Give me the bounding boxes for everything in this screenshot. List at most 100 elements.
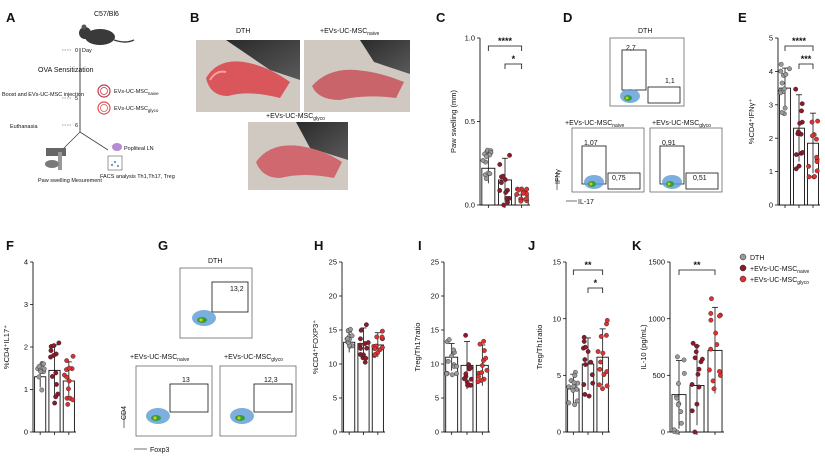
point-K-2 [708, 346, 714, 352]
point-F-2 [64, 358, 70, 363]
node-label: Popliteal LN [124, 146, 154, 152]
point-E-2 [814, 168, 820, 174]
point-K-2 [713, 330, 719, 336]
y-tick-label-F: 2 [24, 343, 28, 352]
point-K-1 [689, 408, 695, 414]
point-J-0 [571, 380, 577, 386]
point-E-0 [781, 86, 787, 92]
point-C-1 [497, 188, 503, 193]
point-J-0 [574, 398, 580, 404]
point-C-2 [524, 186, 530, 192]
y-tick-label-I: 10 [431, 360, 439, 369]
point-F-0 [36, 374, 42, 380]
point-I-2 [479, 370, 485, 375]
point-K-2 [710, 378, 716, 384]
point-F-2 [70, 397, 76, 403]
point-K-1 [696, 384, 702, 390]
point-J-0 [566, 384, 572, 390]
point-K-1 [695, 371, 701, 377]
facs-g-title-naive: +EVs-UC-MSCnaive [130, 354, 189, 363]
point-H-1 [363, 322, 369, 328]
facs-d-val-6: 0,51 [693, 175, 707, 182]
point-K-1 [689, 382, 695, 387]
point-C-2 [516, 187, 522, 193]
point-E-0 [787, 66, 792, 72]
step-ova-label: OVA Sensitization [38, 67, 94, 74]
point-H-1 [362, 359, 368, 365]
facs-d-val-1: 2,7 [626, 45, 636, 52]
photo-glyco [248, 122, 348, 190]
y-label-C: Paw swelling (mm) [449, 90, 458, 153]
y-label-F: %CD4⁺IL17⁺ [2, 325, 11, 369]
day-tick-6: 6 [75, 123, 78, 129]
point-K-2 [717, 369, 722, 374]
y-tick-label-C: 0.5 [465, 117, 475, 126]
point-J-2 [600, 350, 606, 356]
point-J-2 [604, 317, 610, 323]
point-H-1 [358, 336, 363, 342]
facs-d-val-2: 1,1 [665, 78, 675, 85]
point-F-2 [66, 386, 71, 392]
facs-d-title-naive: +EVs-UC-MSCnaive [565, 120, 624, 129]
point-F-1 [55, 391, 61, 397]
point-J-1 [582, 357, 588, 362]
point-H-1 [358, 352, 363, 357]
point-E-1 [793, 152, 799, 157]
point-J-2 [600, 386, 605, 392]
y-tick-label-J: 0 [557, 428, 561, 437]
point-I-0 [445, 358, 451, 364]
point-J-1 [583, 362, 588, 367]
panel-letter-e: E [738, 10, 747, 25]
point-E-2 [809, 119, 815, 125]
point-E-0 [778, 90, 783, 96]
point-E-0 [783, 71, 789, 77]
point-H-0 [349, 333, 355, 339]
point-K-0 [675, 402, 681, 408]
point-J-1 [589, 372, 595, 378]
day-label: Day [82, 48, 92, 54]
chart-k: 0 500 1000 1500 IL-10 (pg/mL) ** [639, 258, 724, 437]
lymph-node-icon [112, 143, 122, 151]
photo-naive [304, 40, 410, 112]
point-I-0 [454, 363, 460, 369]
facs-g-title-dth: DTH [208, 258, 222, 265]
point-I-0 [449, 353, 455, 359]
point-E-0 [778, 68, 784, 74]
point-C-0 [487, 171, 493, 177]
point-F-0 [41, 361, 46, 367]
facs-g-title-glyco: +EVs-UC-MSCglyco [224, 354, 283, 363]
point-H-1 [358, 327, 364, 333]
y-tick-label-E: 0 [769, 201, 773, 210]
y-tick-label-I: 20 [431, 292, 439, 301]
point-E-1 [799, 108, 804, 114]
point-F-0 [38, 369, 44, 374]
y-tick-label-F: 3 [24, 300, 28, 309]
facs-d-val-4: 0,75 [612, 175, 626, 182]
step-ova: OVA Sensitization [38, 67, 94, 74]
facs-g-dth [179, 267, 253, 339]
point-F-2 [66, 365, 72, 371]
point-J-1 [590, 380, 596, 386]
point-H-1 [365, 340, 371, 345]
point-J-0 [572, 373, 578, 378]
panel-letter-g: G [158, 238, 168, 253]
facs-d-axis-x: IL-17 [578, 199, 594, 206]
point-E-2 [806, 163, 812, 169]
sig-label-C-1: * [512, 54, 516, 64]
point-H-0 [345, 336, 350, 342]
point-I-0 [449, 372, 455, 378]
sig-bracket-C-1 [504, 63, 523, 69]
point-K-2 [708, 317, 714, 323]
legend: DTH +EVs-UC-MSCnaive +EVs-UC-MSCglyco [739, 253, 809, 286]
point-I-2 [481, 348, 487, 353]
facs-icon [107, 155, 123, 171]
point-F-1 [53, 370, 59, 376]
point-K-0 [681, 357, 687, 363]
y-tick-label-H: 15 [329, 326, 337, 335]
point-K-0 [674, 395, 680, 401]
panel-letter-j: J [528, 238, 535, 253]
point-I-1 [468, 376, 474, 382]
point-H-2 [374, 334, 380, 340]
point-F-1 [48, 354, 53, 360]
point-K-1 [693, 349, 699, 355]
